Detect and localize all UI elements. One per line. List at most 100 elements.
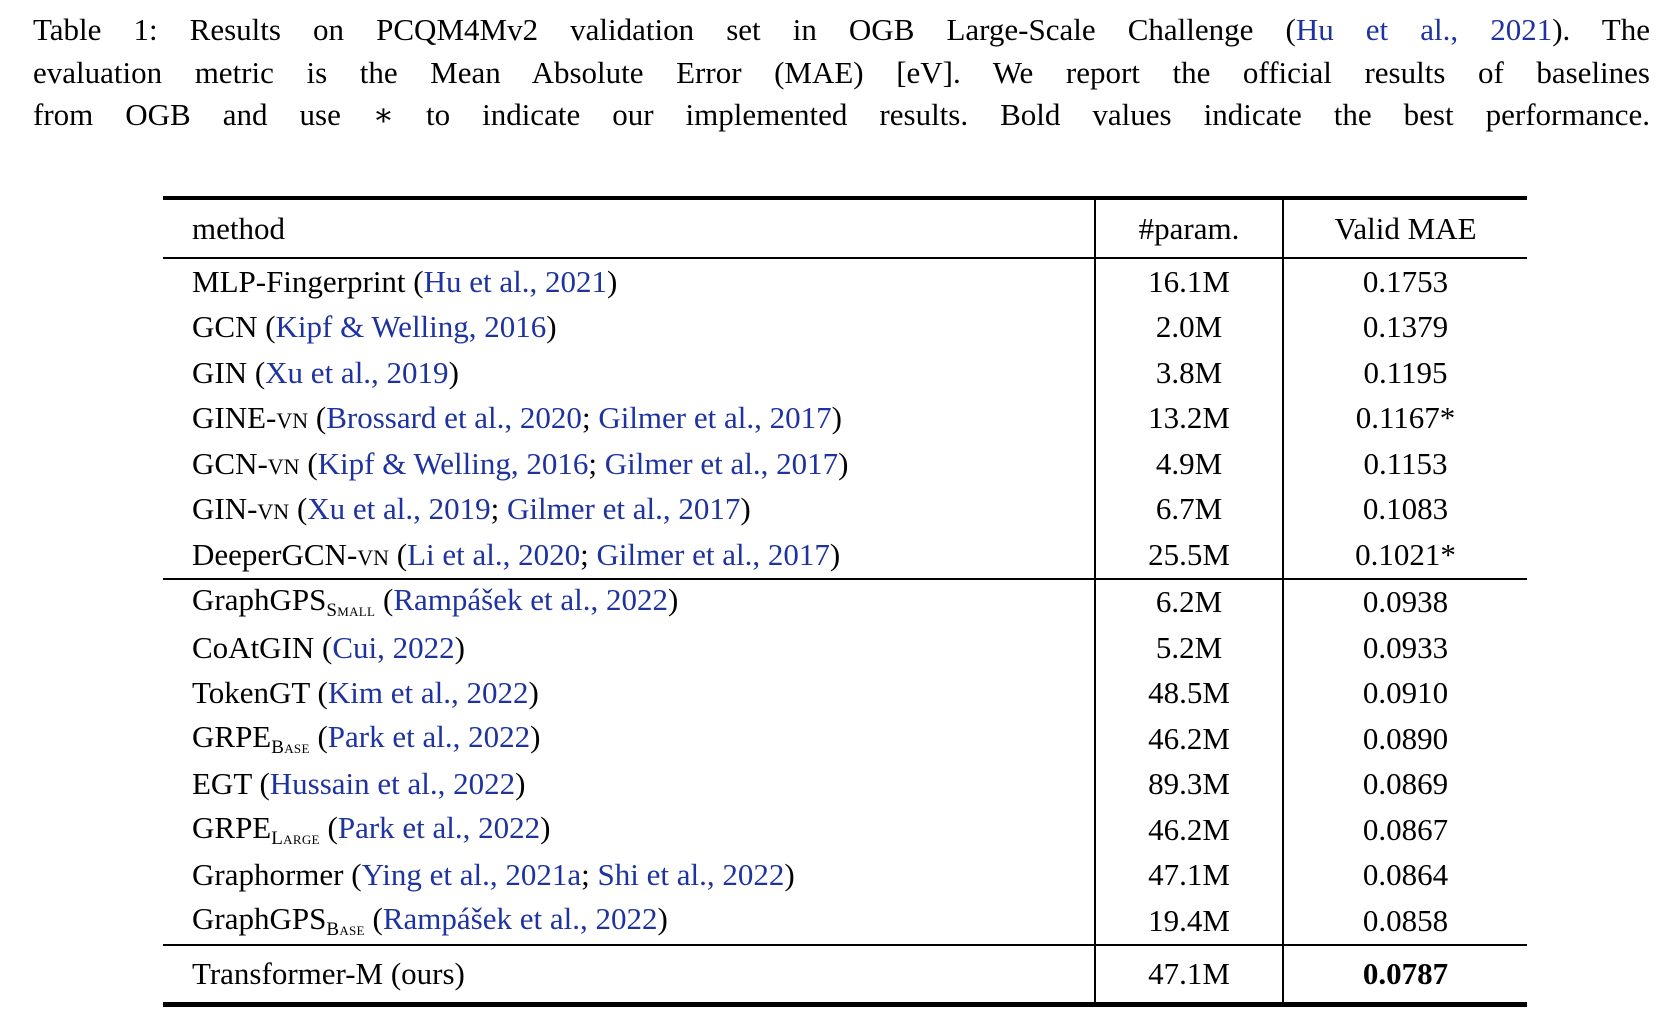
subscript-text: Small [326, 600, 376, 622]
text-segment: TokenGT ( [192, 675, 328, 711]
citation-link[interactable]: Ying et al., 2021a [361, 857, 582, 893]
table-row: TokenGT (Kim et al., 2022) 48.5M 0.0910 [163, 670, 1527, 717]
citation-link[interactable]: Kim et al., 2022 [327, 675, 529, 711]
citation-link[interactable]: Kipf & Welling, 2016 [275, 309, 547, 345]
param-count-cell: 47.1M [1094, 943, 1283, 1004]
param-count-cell: 48.5M [1094, 670, 1283, 716]
text-segment: ) [667, 582, 679, 618]
citation-link[interactable]: Hussain et al., 2022 [269, 766, 516, 802]
citation-link[interactable]: Gilmer et al., 2017 [596, 536, 830, 572]
text-segment: GRPE [192, 809, 272, 845]
method-cell: MLP-Fingerprint (Hu et al., 2021) [163, 258, 1095, 305]
citation-link[interactable]: Brossard et al., 2020 [326, 400, 582, 436]
text-segment: evaluation metric is the Mean Absolute E… [33, 54, 1650, 90]
text-segment: Transformer-M (ours) [192, 955, 465, 991]
table-row: EGT (Hussain et al., 2022) 89.3M 0.0869 [163, 761, 1527, 808]
method-cell: GraphGPSSmall (Rampášek et al., 2022) [163, 577, 1095, 625]
text-segment: ) [546, 309, 557, 345]
valid-mae-cell: 0.0787 [1282, 943, 1527, 1004]
text-segment: ; [580, 536, 597, 572]
subscript-text: Large [271, 827, 320, 849]
valid-mae-cell: 0.1153 [1282, 441, 1527, 487]
text-segment: ) [740, 491, 751, 527]
method-cell: GIN-vn (Xu et al., 2019; Gilmer et al., … [163, 487, 1095, 533]
text-segment: ) [540, 809, 551, 845]
citation-link[interactable]: Xu et al., 2019 [265, 354, 449, 390]
text-segment: ( [319, 809, 338, 845]
text-segment: ) [784, 857, 795, 893]
valid-mae-cell: 0.0864 [1282, 852, 1527, 898]
method-cell: GIN (Xu et al., 2019) [163, 350, 1095, 396]
valid-mae-cell: 0.1379 [1282, 304, 1527, 350]
col-header-method: method [163, 198, 1095, 259]
text-segment: GraphGPS [192, 900, 327, 936]
method-cell: GRPEBase (Park et al., 2022) [163, 716, 1095, 762]
table-row: GRPELarge (Park et al., 2022) 46.2M 0.0867 [163, 807, 1527, 853]
text-segment: GIN- [192, 491, 258, 527]
method-cell: GINE-vn (Brossard et al., 2020; Gilmer e… [163, 396, 1095, 442]
param-count-cell: 6.7M [1094, 486, 1283, 532]
smallcaps-text: vn [267, 445, 300, 481]
param-count-cell: 16.1M [1094, 258, 1283, 305]
text-segment: ) [528, 675, 539, 711]
caption-line: Table 1: Results on PCQM4Mv2 validation … [33, 9, 1650, 52]
text-segment: ( [299, 445, 318, 481]
subscript-text: Base [271, 736, 310, 758]
header-row: method #param. Valid MAE [163, 198, 1527, 259]
method-cell: GraphGPSBase (Rampášek et al., 2022) [163, 898, 1095, 945]
valid-mae-cell: 0.1021* [1282, 532, 1527, 579]
valid-mae-cell: 0.0938 [1282, 577, 1527, 625]
valid-mae-cell: 0.0933 [1282, 625, 1527, 671]
method-cell: EGT (Hussain et al., 2022) [163, 762, 1095, 808]
citation-link[interactable]: Park et al., 2022 [337, 809, 541, 845]
param-count-cell: 25.5M [1094, 532, 1283, 579]
text-segment: ) [515, 766, 526, 802]
param-count-cell: 2.0M [1094, 304, 1283, 350]
citation-link[interactable]: Shi et al., 2022 [597, 857, 785, 893]
method-cell: TokenGT (Kim et al., 2022) [163, 671, 1095, 717]
table-row: GCN-vn (Kipf & Welling, 2016; Gilmer et … [163, 441, 1527, 487]
table-row: GraphGPSBase (Rampášek et al., 2022) 19.4… [163, 898, 1527, 945]
method-cell: GCN-vn (Kipf & Welling, 2016; Gilmer et … [163, 441, 1095, 487]
text-segment: ) [831, 400, 842, 436]
citation-link[interactable]: Gilmer et al., 2017 [598, 400, 832, 436]
text-segment: Table 1: Results on PCQM4Mv2 validation … [33, 12, 1296, 47]
method-cell: GRPELarge (Park et al., 2022) [163, 807, 1095, 853]
text-segment: ). The [1552, 12, 1650, 47]
citation-link[interactable]: Rampášek et al., 2022 [382, 900, 658, 936]
text-segment: ) [657, 900, 668, 936]
text-segment: ; [490, 491, 508, 527]
text-segment: EGT ( [192, 766, 270, 802]
citation-link[interactable]: Li et al., 2020 [407, 536, 581, 572]
caption-line: evaluation metric is the Mean Absolute E… [33, 52, 1650, 95]
text-segment: GCN ( [192, 309, 276, 345]
smallcaps-text: vn [357, 536, 390, 572]
col-header-params: #param. [1094, 198, 1283, 259]
citation-link[interactable]: Cui, 2022 [332, 629, 455, 665]
citation-link[interactable]: Kipf & Welling, 2016 [317, 445, 589, 481]
citation-link[interactable]: Gilmer et al., 2017 [507, 491, 741, 527]
citation-link[interactable]: Hu et al., 2021 [423, 263, 608, 299]
results-table: method #param. Valid MAE MLP-Fingerprint… [163, 196, 1527, 1007]
valid-mae-cell: 0.1753 [1282, 258, 1527, 305]
citation-link[interactable]: Park et al., 2022 [327, 718, 531, 754]
param-count-cell: 19.4M [1094, 898, 1283, 945]
text-segment: ( [289, 491, 308, 527]
text-segment: ( [364, 900, 383, 936]
param-count-cell: 6.2M [1094, 577, 1283, 625]
table-row: GCN (Kipf & Welling, 2016) 2.0M 0.1379 [163, 304, 1527, 350]
text-segment: ; [581, 400, 599, 436]
citation-link[interactable]: Gilmer et al., 2017 [604, 445, 839, 481]
param-count-cell: 89.3M [1094, 761, 1283, 807]
subscript-text: Base [326, 918, 365, 940]
table-row: GraphGPSSmall (Rampášek et al., 2022) 6.2… [163, 577, 1527, 625]
text-segment: ) [838, 445, 849, 481]
text-segment: Graphormer ( [192, 857, 362, 893]
citation-link[interactable]: Hu et al., 2021 [1295, 12, 1553, 47]
table-row: CoAtGIN (Cui, 2022) 5.2M 0.0933 [163, 625, 1527, 671]
citation-link[interactable]: Rampášek et al., 2022 [393, 582, 668, 618]
citation-link[interactable]: Xu et al., 2019 [307, 491, 491, 527]
method-cell: Graphormer (Ying et al., 2021a; Shi et a… [163, 853, 1095, 899]
text-segment: GCN- [192, 445, 268, 481]
